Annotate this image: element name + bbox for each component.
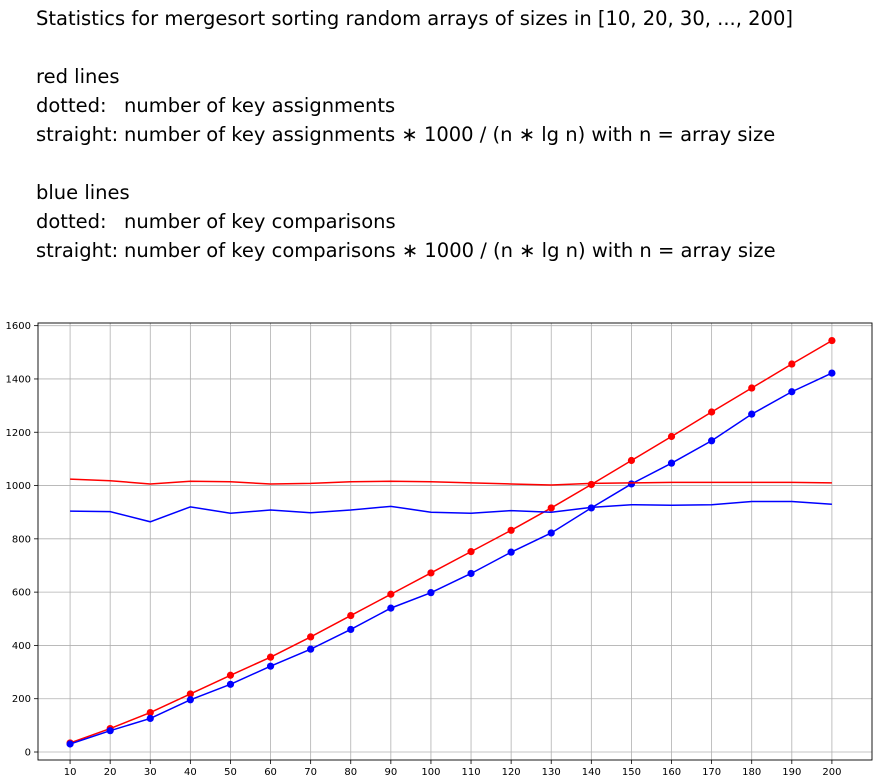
data-point bbox=[387, 590, 395, 598]
x-tick-label: 60 bbox=[264, 767, 277, 777]
data-point bbox=[347, 611, 355, 620]
x-tick-label: 170 bbox=[702, 767, 721, 777]
x-tick-label: 90 bbox=[384, 767, 397, 777]
data-point bbox=[828, 369, 836, 377]
x-tick-label: 130 bbox=[542, 767, 561, 777]
x-tick-label: 50 bbox=[224, 767, 237, 777]
data-point bbox=[307, 633, 315, 641]
data-point bbox=[266, 653, 275, 661]
data-point bbox=[146, 714, 154, 723]
series-line bbox=[69, 372, 833, 745]
y-tick-label: 400 bbox=[12, 641, 31, 652]
data-point bbox=[146, 708, 154, 717]
data-point bbox=[186, 696, 194, 704]
y-tick-label: 0 bbox=[25, 748, 31, 759]
series-line bbox=[69, 339, 833, 744]
data-point bbox=[427, 589, 435, 597]
data-point bbox=[226, 671, 235, 679]
red-dotted-line-legend: dotted: number of key assignments bbox=[36, 91, 793, 120]
blue-straight-line-legend: straight: number of key comparisons ∗ 100… bbox=[36, 236, 793, 265]
chart-description: Statistics for mergesort sorting random … bbox=[36, 4, 793, 265]
data-point bbox=[507, 526, 515, 534]
red-lines-heading: red lines bbox=[36, 65, 120, 88]
chart-title: Statistics for mergesort sorting random … bbox=[36, 7, 793, 30]
legend-straight-label: straight: bbox=[36, 239, 119, 262]
data-point bbox=[427, 569, 435, 577]
legend-straight-text: number of key comparisons ∗ 1000 / (n ∗ … bbox=[124, 239, 776, 262]
x-tick-label: 200 bbox=[822, 767, 841, 777]
x-tick-label: 120 bbox=[502, 767, 521, 777]
axes-frame bbox=[37, 322, 873, 761]
x-tick-label: 100 bbox=[421, 767, 440, 777]
data-point bbox=[387, 604, 395, 612]
blue-lines-heading: blue lines bbox=[36, 181, 130, 204]
series-line bbox=[70, 478, 832, 486]
data-point bbox=[627, 480, 636, 488]
data-point bbox=[708, 408, 716, 416]
y-tick-label: 200 bbox=[12, 694, 31, 705]
data-point bbox=[788, 388, 796, 396]
x-tick-label: 150 bbox=[622, 767, 641, 777]
data-point bbox=[547, 529, 555, 537]
data-point bbox=[266, 662, 275, 670]
data-point bbox=[186, 690, 194, 698]
legend-dotted-text: number of key assignments bbox=[124, 94, 396, 117]
data-point bbox=[587, 480, 595, 489]
x-tick-label: 30 bbox=[144, 767, 157, 777]
x-tick-label: 70 bbox=[304, 767, 317, 777]
data-point bbox=[467, 548, 475, 556]
data-point bbox=[667, 432, 676, 441]
y-tick-label: 800 bbox=[12, 534, 31, 545]
data-point bbox=[748, 384, 756, 392]
data-point bbox=[547, 504, 555, 512]
data-point bbox=[106, 727, 114, 735]
data-point bbox=[307, 645, 315, 653]
data-point bbox=[708, 437, 716, 445]
red-straight-line-legend: straight: number of key assignments ∗ 100… bbox=[36, 120, 793, 149]
x-tick-label: 140 bbox=[582, 767, 601, 777]
data-point bbox=[66, 740, 74, 748]
data-point bbox=[627, 456, 636, 465]
data-point bbox=[788, 360, 796, 368]
y-tick-label: 1000 bbox=[6, 481, 31, 492]
line-chart: 10 20 30 40 50 60 70 80 90 100 110 120 130 140 150 160 1… bbox=[6, 321, 873, 777]
blue-dotted-line-legend: dotted: number of key comparisons bbox=[36, 207, 793, 236]
y-tick-label: 1200 bbox=[6, 428, 31, 439]
data-point bbox=[507, 548, 515, 556]
legend-straight-text: number of key assignments ∗ 1000 / (n ∗ … bbox=[124, 123, 776, 146]
x-tick-label: 20 bbox=[104, 767, 117, 777]
y-tick-label: 1400 bbox=[6, 374, 31, 385]
legend-dotted-label: dotted: bbox=[36, 94, 107, 117]
plot-area bbox=[38, 323, 872, 760]
data-point bbox=[828, 336, 836, 345]
legend-dotted-text: number of key comparisons bbox=[124, 210, 396, 233]
y-tick-label: 1600 bbox=[6, 321, 31, 332]
data-point bbox=[347, 625, 355, 634]
data-point bbox=[467, 569, 475, 578]
x-tick-label: 180 bbox=[742, 767, 761, 777]
x-tick-label: 10 bbox=[64, 767, 77, 777]
legend-dotted-label: dotted: bbox=[36, 210, 107, 233]
x-tick-label: 40 bbox=[184, 767, 197, 777]
data-point bbox=[667, 459, 676, 467]
spacer bbox=[36, 33, 793, 62]
x-tick-label: 190 bbox=[782, 767, 801, 777]
x-tick-label: 160 bbox=[662, 767, 681, 777]
y-tick-label: 600 bbox=[12, 588, 31, 599]
series-line bbox=[70, 500, 832, 523]
data-point bbox=[748, 410, 756, 418]
legend-straight-label: straight: bbox=[36, 123, 119, 146]
data-point bbox=[226, 680, 235, 688]
x-tick-label: 80 bbox=[344, 767, 357, 777]
x-tick-label: 110 bbox=[461, 767, 480, 777]
spacer bbox=[36, 149, 793, 178]
